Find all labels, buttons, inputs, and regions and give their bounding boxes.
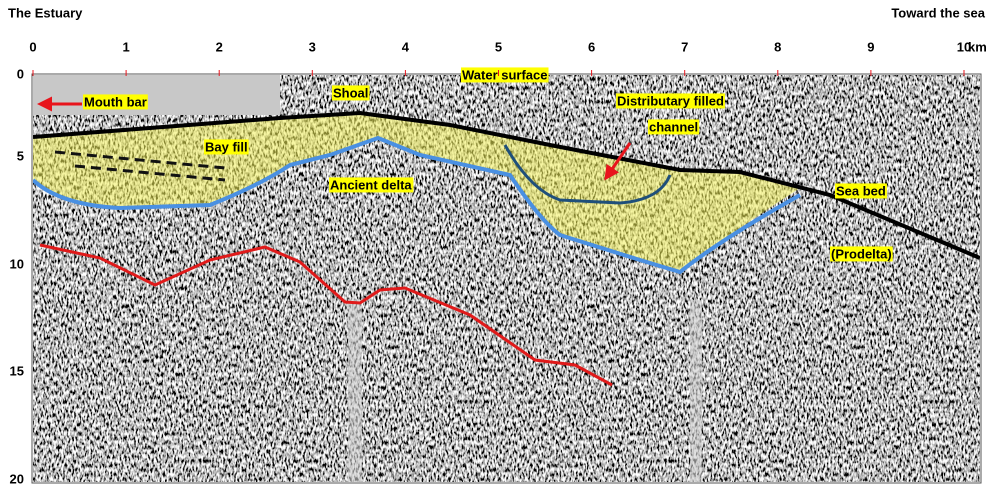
y-tick-label: 0 bbox=[17, 66, 24, 81]
water-zone bbox=[33, 75, 280, 115]
sea-bed bbox=[33, 110, 980, 260]
reflector bbox=[39, 243, 613, 387]
x-tick-label: 0 bbox=[29, 39, 36, 54]
annotation-label: channel bbox=[649, 119, 698, 134]
bay-fill-layers bbox=[54, 150, 226, 182]
x-tick-label: 7 bbox=[681, 39, 688, 54]
x-tick-label: 3 bbox=[309, 39, 316, 54]
y-tick-label: 20 bbox=[10, 471, 24, 485]
y-tick-label: 10 bbox=[10, 256, 24, 271]
header-right: Toward the sea bbox=[891, 5, 985, 20]
x-tick-label: 10 bbox=[957, 39, 971, 54]
x-tick-label: 6 bbox=[588, 39, 595, 54]
labels: Mouth bar Shoal Water surface Distributary … bbox=[83, 67, 893, 262]
stripe bbox=[690, 300, 702, 482]
arrow bbox=[604, 142, 632, 181]
label-background bbox=[830, 246, 893, 262]
label-background bbox=[204, 139, 249, 155]
label-background bbox=[835, 183, 887, 199]
label-background bbox=[332, 85, 370, 101]
header-left: The Estuary bbox=[8, 5, 83, 20]
ancient-delta-boundary bbox=[33, 135, 801, 275]
label-background bbox=[329, 177, 414, 193]
annotation-label: Water surface bbox=[462, 67, 548, 82]
x-unit: km bbox=[968, 39, 987, 54]
annotation-label: Distributary filled bbox=[617, 93, 724, 108]
y-tick-label: 5 bbox=[17, 148, 24, 163]
label-background bbox=[461, 67, 549, 83]
annotation-label: Shoal bbox=[333, 85, 368, 100]
annotation-label: Ancient delta bbox=[330, 177, 412, 192]
channel-boundary bbox=[503, 144, 672, 205]
x-tick-label: 5 bbox=[495, 39, 502, 54]
x-tick-label: 9 bbox=[867, 39, 874, 54]
label-background bbox=[648, 119, 700, 135]
x-tick-label: 2 bbox=[216, 39, 223, 54]
annotation-label: Bay fill bbox=[205, 139, 248, 154]
x-tick-label: 4 bbox=[402, 39, 410, 54]
seismic-image bbox=[33, 75, 980, 482]
annotation-label: (Prodelta) bbox=[831, 246, 892, 261]
y-tick-label: 15 bbox=[10, 363, 24, 378]
x-tick-label: 1 bbox=[122, 39, 129, 54]
stripe bbox=[348, 300, 362, 482]
annotation-label: Mouth bar bbox=[84, 94, 147, 109]
annotation-label: Sea bed bbox=[836, 183, 886, 198]
x-tick-label: 8 bbox=[774, 39, 781, 54]
label-background bbox=[616, 93, 725, 109]
label-background bbox=[83, 94, 148, 110]
